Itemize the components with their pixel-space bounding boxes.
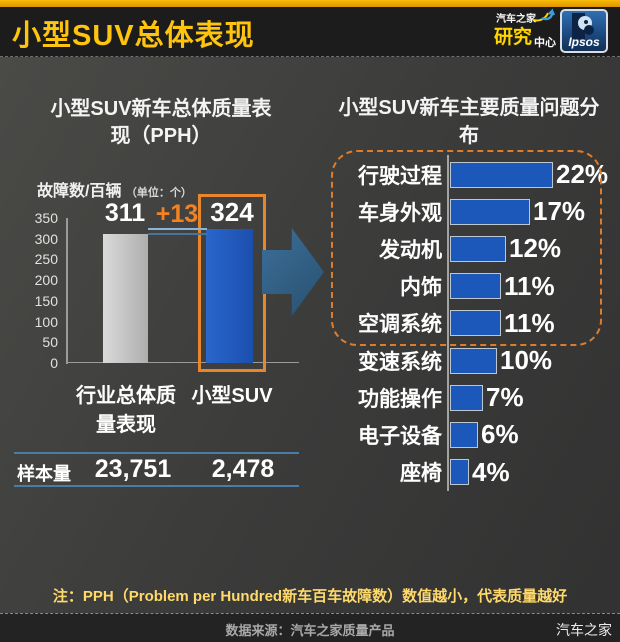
research-label: 研究 (494, 27, 533, 48)
y-axis-tick: 0 (50, 355, 58, 371)
y-axis-tick: 100 (34, 313, 58, 330)
y-axis-tick: 150 (34, 292, 58, 309)
problem-bar[interactable] (450, 198, 530, 225)
arrow-right-icon (262, 228, 324, 316)
right-chart-title: 小型SUV新车主要质量问题分 布 (338, 97, 600, 147)
swoosh-icon (533, 8, 556, 22)
y-axis-tick: 50 (42, 334, 58, 351)
problem-row: 空调系统 11% (328, 305, 618, 342)
problem-percent-label: 11% (504, 307, 555, 338)
problem-bar[interactable] (450, 459, 469, 486)
problem-percent-label: 6% (481, 419, 519, 450)
problem-label: 功能操作 (358, 387, 442, 411)
problem-label: 行驶过程 (358, 164, 442, 188)
brand-watermark: 汽车之家 (556, 622, 612, 638)
problem-percent-label: 17% (533, 196, 586, 227)
problem-percent-label: 10% (500, 345, 553, 376)
problem-bar[interactable] (450, 347, 497, 374)
category-label-suv: 小型SUV (191, 385, 273, 407)
problem-row: 内饰 11% (328, 268, 618, 305)
problem-label: 变速系统 (358, 350, 442, 374)
problem-bar[interactable] (450, 384, 483, 411)
problem-label: 座椅 (400, 462, 442, 486)
connector-line-bottom (148, 233, 207, 235)
connector-line-top (148, 228, 207, 230)
problem-percent-label: 12% (509, 233, 562, 264)
problem-row: 车身外观 17% (328, 193, 618, 230)
problem-bar[interactable] (450, 310, 501, 337)
problem-label: 发动机 (379, 238, 442, 262)
problem-percent-label: 7% (486, 382, 524, 413)
y-axis-tick: 250 (34, 251, 58, 268)
problem-row: 变速系统 10% (328, 342, 618, 379)
problem-label: 空调系统 (358, 313, 442, 337)
center-label: 中心 (534, 37, 556, 49)
x-axis-line (66, 362, 299, 363)
problem-row: 座椅 4% (328, 454, 618, 491)
problem-row: 功能操作 7% (328, 379, 618, 416)
pph-note: 注：PPH（Problem per Hundred新车百车故障数）数值越小，代表… (52, 588, 568, 605)
y-axis-tick: 300 (34, 230, 58, 247)
difference-label: +13 (155, 200, 199, 228)
sample-size-label: 样本量 (17, 464, 71, 484)
top-accent-strip (0, 0, 620, 7)
autohome-research-logo: 汽车之家 研究 中心 (492, 8, 556, 52)
problem-percent-label: 11% (504, 270, 555, 301)
left-chart-title: 小型SUV新车总体质量表 现（PPH） (50, 98, 272, 147)
industry-bar[interactable] (103, 234, 148, 363)
problem-row: 电子设备 6% (328, 416, 618, 453)
category-label-industry: 行业总体质 量表现 (76, 385, 176, 436)
sample-size-suv: 2,478 (211, 455, 275, 483)
ipsos-label: Ipsos (568, 35, 600, 49)
page-title: 小型SUV总体表现 (12, 20, 255, 52)
problem-row: 发动机 12% (328, 230, 618, 267)
problem-axis-line (447, 155, 449, 491)
problem-bar[interactable] (450, 273, 501, 300)
header-bar: 小型SUV总体表现 汽车之家 研究 中心 Ipsos (0, 0, 620, 57)
problem-bar[interactable] (450, 161, 553, 188)
problem-bar[interactable] (450, 421, 478, 448)
y-axis-unit-label: 故障数/百辆 （单位：个） (37, 183, 192, 200)
sample-size-industry: 23,751 (94, 455, 172, 483)
y-axis-tick: 350 (34, 210, 58, 226)
industry-value-label: 311 (104, 199, 146, 227)
sample-rule-bottom (14, 485, 299, 487)
problem-label: 内饰 (400, 276, 442, 300)
problem-rows: 行驶过程 22% 车身外观 17% 发动机 12% 内饰 11% 空调系统 11% 变速系统 10% 功… (328, 156, 618, 491)
top-problems-highlight-outline (331, 150, 602, 346)
problem-label: 车身外观 (358, 201, 442, 225)
problem-label: 电子设备 (358, 424, 442, 448)
problem-percent-label: 4% (472, 456, 510, 487)
autohome-logo-text: 汽车之家 (496, 14, 536, 25)
data-source: 数据来源：汽车之家质量产品 (225, 623, 395, 638)
ipsos-logo: Ipsos (560, 9, 608, 53)
footer-bar: 数据来源：汽车之家质量产品 汽车之家 (0, 613, 620, 642)
ipsos-head-icon (572, 13, 594, 39)
sample-rule-top (14, 452, 299, 454)
y-axis-line (66, 218, 68, 364)
y-axis-tick: 200 (34, 272, 58, 289)
suv-value-label: 324 (210, 197, 254, 227)
problem-bar[interactable] (450, 235, 506, 262)
suv-bar[interactable] (206, 229, 253, 363)
